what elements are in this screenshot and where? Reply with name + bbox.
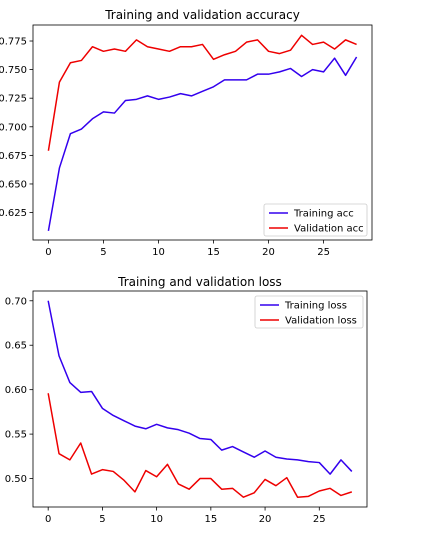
x-tick-label: 25 [313, 514, 326, 525]
x-tick-label: 5 [100, 247, 106, 258]
y-tick-label: 0.750 [0, 65, 27, 76]
plot-frame [32, 290, 368, 508]
series-line-training [47, 300, 353, 475]
chart-title: Training and validation loss [117, 275, 282, 289]
legend-label: Training loss [284, 301, 347, 312]
legend-label: Validation acc [294, 224, 364, 235]
y-tick-label: 0.70 [5, 296, 27, 307]
chart-2: Training and validation loss 0 5 10 15 20 25 0.… [5, 275, 368, 525]
x-tick-label: 20 [259, 514, 272, 525]
x-tick-label: 15 [204, 514, 217, 525]
legend-label: Training acc [293, 209, 354, 220]
series-line-validation [47, 393, 353, 498]
legend-box [254, 295, 364, 329]
x-tick-label: 0 [45, 514, 51, 525]
y-tick-label: 0.700 [0, 122, 27, 133]
legend: Training acc Validation acc [263, 203, 368, 237]
x-tick-label: 15 [207, 247, 220, 258]
y-tick-label: 0.675 [0, 151, 27, 162]
series-line-training [47, 56, 358, 231]
x-tick-label: 25 [317, 247, 330, 258]
plot-frame [32, 24, 373, 241]
legend: Training loss Validation loss [254, 295, 364, 329]
x-tick-label: 20 [262, 247, 275, 258]
series-line-validation [47, 34, 357, 151]
y-tick-label: 0.775 [0, 37, 27, 48]
x-tick-label: 5 [99, 514, 105, 525]
legend-box [263, 203, 368, 237]
y-tick-label: 0.725 [0, 94, 27, 105]
legend-label: Validation loss [285, 316, 357, 327]
chart-title: Training and validation accuracy [104, 8, 300, 22]
y-tick-label: 0.50 [5, 474, 27, 485]
y-tick-label: 0.65 [5, 341, 27, 352]
x-tick-label: 10 [152, 247, 165, 258]
y-tick-label: 0.650 [0, 179, 27, 190]
x-tick-label: 10 [150, 514, 163, 525]
y-tick-label: 0.55 [5, 430, 27, 441]
chart-1: Training and validation accuracy 0 5 10 15 20… [0, 8, 373, 258]
y-tick-label: 0.60 [5, 385, 27, 396]
y-tick-label: 0.625 [0, 208, 27, 219]
x-tick-label: 0 [45, 247, 51, 258]
